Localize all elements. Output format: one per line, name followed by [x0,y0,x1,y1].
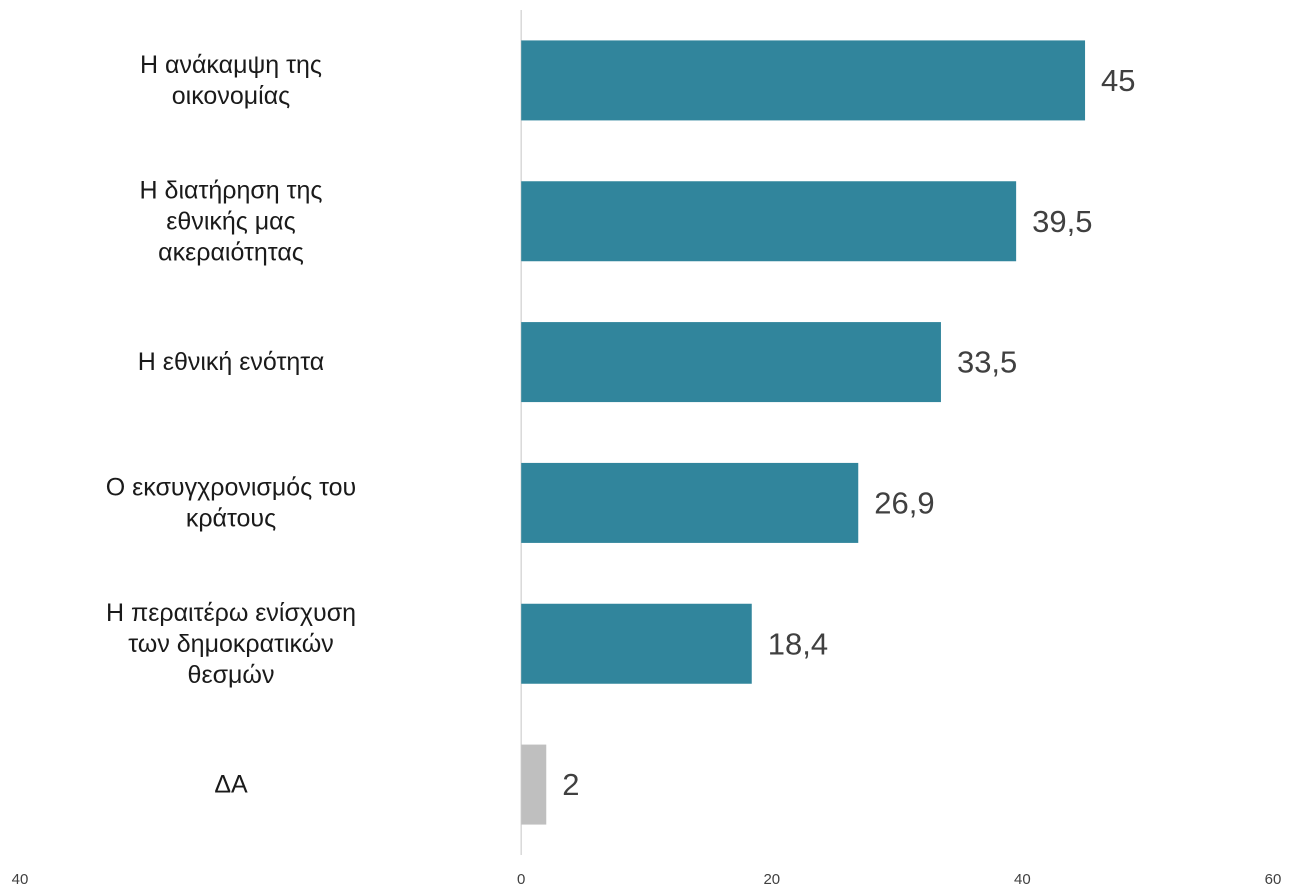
data-label: 33,5 [957,345,1017,380]
bar [521,40,1086,121]
data-label: 26,9 [874,485,934,520]
x-tick-label: 40 [12,871,29,888]
data-label: 18,4 [768,626,828,661]
bar [521,462,859,543]
category-label: Η εθνική ενότητα [138,348,324,376]
data-label: 39,5 [1032,204,1092,239]
x-tick-label: 20 [763,871,780,888]
bar [521,322,941,403]
category-label: Η διατήρηση της εθνικής μας ακεραιότητας [140,176,323,266]
category-label: ΔΑ [214,771,248,799]
category-label: Η περαιτέρω ενίσχυση των δημοκρατικών θεσμ… [106,599,356,689]
x-tick-label: 40 [1014,871,1031,888]
x-tick-label: 60 [1265,871,1282,888]
category-label: Η ανάκαμψη της οικονομίας [140,51,322,110]
bar [521,603,752,684]
bar [521,181,1017,262]
x-tick-label: 0 [517,871,525,888]
category-label: Ο εκσυγχρονισμός του κράτους [106,473,356,532]
data-label: 2 [562,767,579,802]
data-label: 45 [1101,63,1135,98]
bar [521,744,547,825]
